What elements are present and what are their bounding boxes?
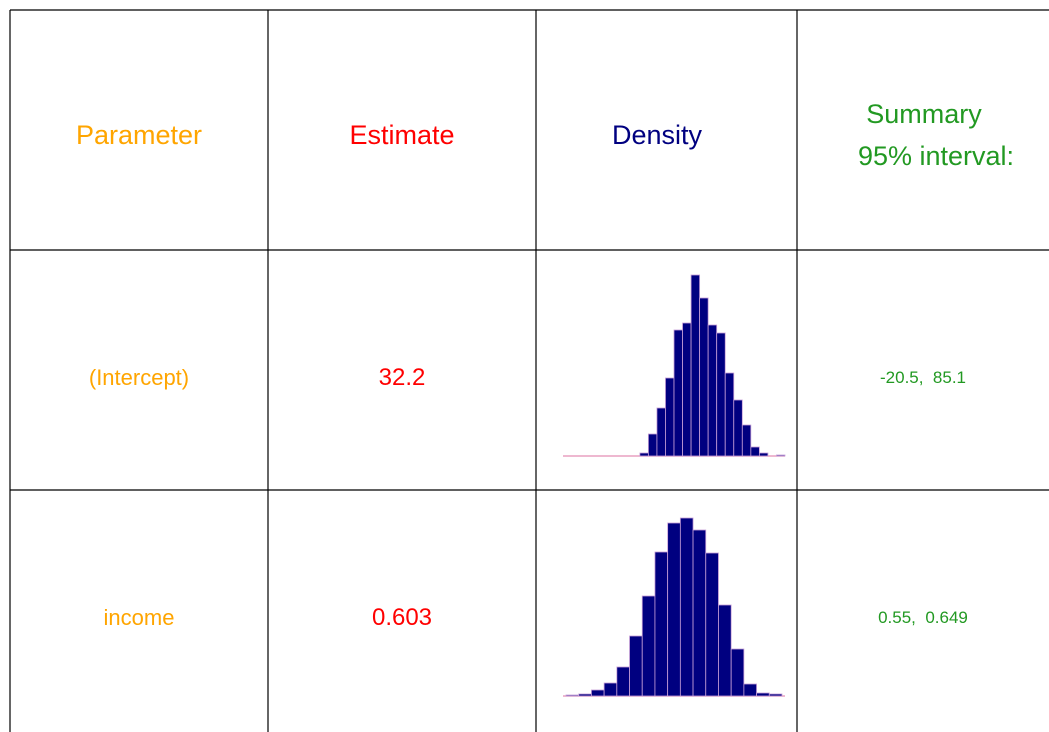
histogram-bar <box>641 595 656 697</box>
header-parameter: Parameter <box>75 120 203 150</box>
parameter: income <box>103 605 175 630</box>
histogram-bar <box>629 635 643 697</box>
histogram-bar <box>741 424 752 457</box>
header-density: Density <box>611 120 703 150</box>
histogram-bar <box>616 666 630 697</box>
interval: -20.5, 85.1 <box>879 368 967 387</box>
histogram-bar <box>718 604 732 697</box>
histogram-bar <box>578 693 592 697</box>
histogram-bar <box>647 433 658 457</box>
histogram-bar <box>591 689 605 697</box>
header-summary: Summary <box>866 99 982 129</box>
histogram-bar <box>756 692 770 697</box>
histogram-bar <box>673 329 683 457</box>
histogram-bar <box>682 322 692 457</box>
histogram-bar <box>733 399 743 457</box>
interval: 0.55, 0.649 <box>878 608 968 627</box>
histogram-bar <box>656 407 666 457</box>
histogram-bar <box>665 377 675 457</box>
histogram-bar <box>699 297 709 457</box>
header-summary: 95% interval: <box>857 141 1015 171</box>
estimate: 32.2 <box>378 364 426 391</box>
histogram-bar <box>730 648 745 697</box>
histogram-bar <box>690 274 701 457</box>
histogram-bar <box>692 529 707 697</box>
histogram-bar <box>758 452 769 457</box>
histogram-bar <box>768 693 783 697</box>
histogram-bar <box>705 552 719 697</box>
histogram-bar <box>707 324 718 457</box>
estimate: 0.603 <box>371 604 433 631</box>
histogram-bar <box>565 694 580 697</box>
histogram-bar <box>743 683 757 697</box>
histogram-bar <box>654 551 669 697</box>
histogram-bar <box>667 522 681 697</box>
parameter: (Intercept) <box>88 365 190 390</box>
histogram-bar <box>603 682 618 697</box>
histogram-bar <box>724 372 735 457</box>
histogram-bar <box>679 517 694 697</box>
header-estimate: Estimate <box>349 120 455 150</box>
histogram-bar <box>776 454 786 457</box>
histogram-bar <box>716 332 726 457</box>
histogram-bar <box>750 446 760 457</box>
histogram-bar <box>639 452 649 457</box>
